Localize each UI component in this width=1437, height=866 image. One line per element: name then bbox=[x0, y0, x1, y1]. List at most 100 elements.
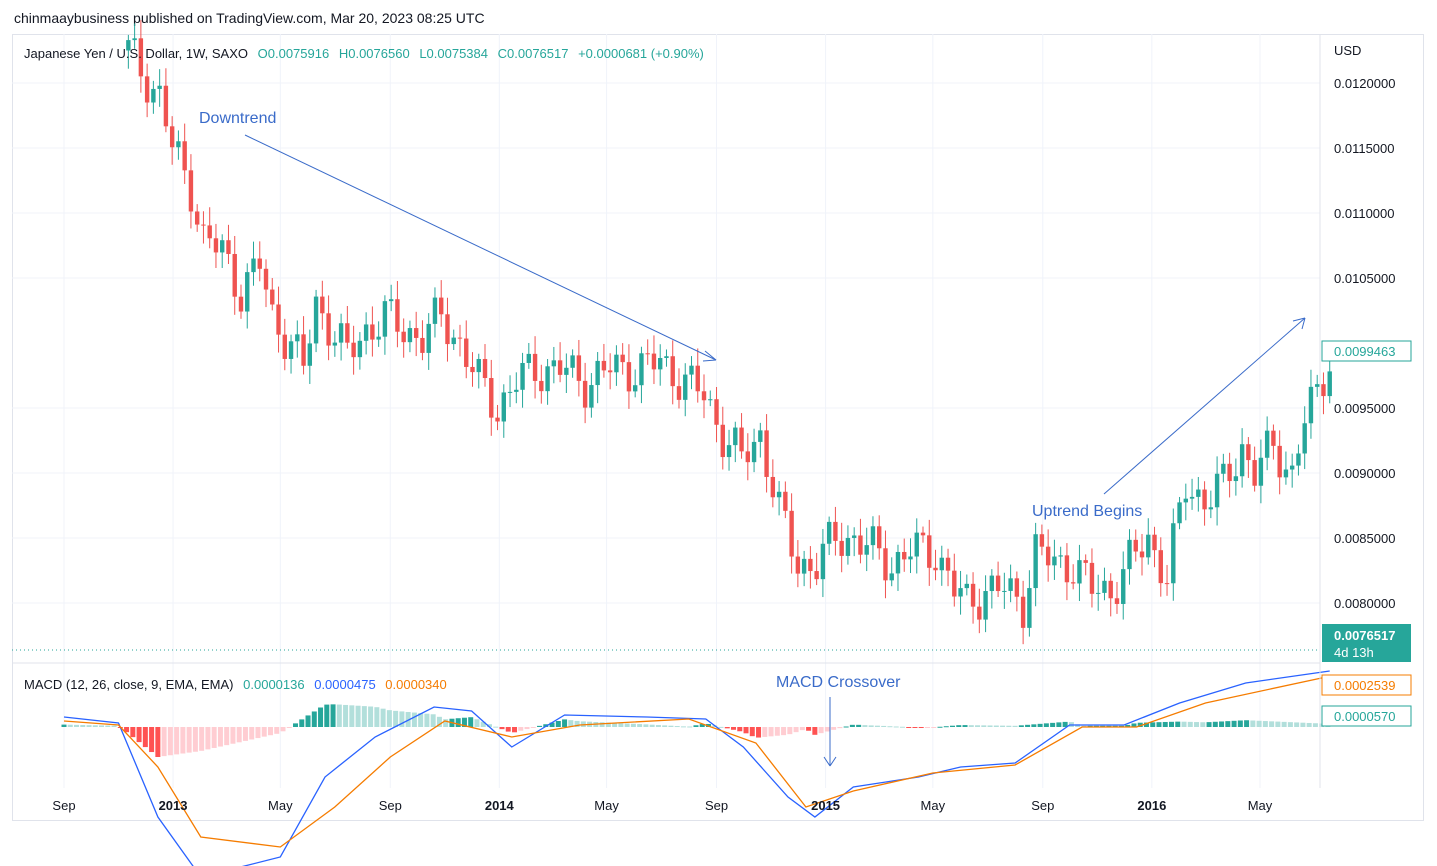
histogram-bar bbox=[1062, 721, 1068, 727]
histogram-bar bbox=[242, 727, 248, 741]
time-tick-label: 2014 bbox=[485, 798, 515, 813]
histogram-bar bbox=[518, 727, 524, 731]
candle bbox=[1064, 543, 1070, 601]
signal-line bbox=[63, 675, 1330, 848]
candle bbox=[370, 306, 375, 357]
candle bbox=[1214, 456, 1220, 526]
histogram-bar bbox=[336, 704, 342, 727]
histogram-bar bbox=[637, 724, 643, 727]
candle bbox=[989, 569, 995, 609]
candle bbox=[870, 516, 876, 560]
histogram-bar bbox=[430, 714, 436, 727]
candle bbox=[276, 286, 281, 353]
uptrend-annotation: Uptrend Begins bbox=[1032, 503, 1142, 520]
candle bbox=[357, 332, 363, 370]
candle bbox=[1083, 554, 1088, 576]
current-price-tag: 0.0076517 4d 13h bbox=[1322, 624, 1411, 662]
histogram-bar bbox=[1269, 721, 1275, 727]
histogram-bar bbox=[1018, 725, 1024, 727]
time-tick-label: 2013 bbox=[159, 798, 188, 813]
histogram-bar bbox=[1294, 722, 1300, 727]
macd-line bbox=[63, 670, 1330, 866]
histogram-bar bbox=[1181, 721, 1187, 727]
candle bbox=[157, 69, 162, 107]
candle bbox=[1146, 518, 1151, 565]
candle bbox=[144, 63, 150, 118]
histogram-bar bbox=[480, 721, 486, 727]
candle bbox=[1164, 564, 1170, 596]
candle bbox=[313, 289, 319, 353]
candle bbox=[995, 561, 1001, 597]
histogram-bar bbox=[142, 727, 148, 748]
candle bbox=[1202, 481, 1207, 526]
histogram-bar bbox=[92, 725, 98, 727]
histogram-bar bbox=[568, 720, 574, 727]
histogram-bar bbox=[787, 727, 793, 735]
macd-line-value: 0.0000475 bbox=[314, 677, 376, 692]
histogram-bar bbox=[1237, 720, 1243, 727]
candle bbox=[645, 339, 650, 365]
close-value: C0.0076517 bbox=[497, 46, 569, 61]
histogram-bar bbox=[1056, 722, 1062, 727]
candle bbox=[733, 421, 738, 463]
histogram-bar bbox=[599, 722, 605, 727]
candle bbox=[489, 359, 494, 436]
histogram-bar bbox=[762, 727, 768, 737]
candle bbox=[1271, 424, 1276, 460]
histogram-bar bbox=[305, 715, 311, 727]
downtrend-arrowhead bbox=[702, 350, 717, 362]
symbol-legend[interactable]: Japanese Yen / U.S. Dollar, 1W, SAXO O0.… bbox=[24, 46, 710, 61]
histogram-bar bbox=[943, 726, 949, 728]
histogram-bar bbox=[731, 727, 737, 730]
candle bbox=[1296, 444, 1301, 476]
histogram-bar bbox=[1262, 721, 1268, 727]
candle bbox=[220, 234, 225, 268]
histogram-bar bbox=[1219, 721, 1225, 727]
candle bbox=[439, 280, 444, 327]
histogram-bar bbox=[718, 726, 724, 728]
candle bbox=[163, 68, 169, 133]
histogram-bar bbox=[1250, 720, 1256, 727]
candle bbox=[464, 320, 469, 379]
candle bbox=[607, 353, 613, 390]
time-axis[interactable]: Sep 2013 May Sep 2014 May Sep 2015 May Sep 2016 May bbox=[52, 798, 1272, 813]
candle bbox=[382, 295, 388, 355]
macd-legend[interactable]: MACD (12, 26, close, 9, EMA, EMA) 0.0000… bbox=[24, 677, 453, 692]
histogram-bar bbox=[968, 725, 974, 727]
histogram-bar bbox=[537, 725, 543, 727]
histogram-bar bbox=[668, 725, 674, 727]
histogram-bar bbox=[186, 727, 192, 753]
histogram-bar bbox=[756, 727, 762, 738]
candle bbox=[1227, 452, 1232, 498]
candle bbox=[520, 352, 525, 408]
histogram-bar bbox=[267, 727, 273, 736]
histogram-bar bbox=[343, 704, 349, 727]
candle bbox=[695, 348, 700, 403]
candle bbox=[977, 588, 982, 634]
histogram-bar bbox=[699, 724, 705, 727]
histogram-bar bbox=[924, 727, 930, 728]
candle bbox=[1139, 533, 1145, 576]
macd-indicator-name[interactable]: MACD (12, 26, close, 9, EMA, EMA) bbox=[24, 677, 234, 692]
candle bbox=[595, 352, 600, 404]
histogram-bar bbox=[111, 725, 117, 727]
histogram-bar bbox=[799, 727, 805, 731]
candle bbox=[326, 295, 331, 361]
histogram-bar bbox=[1137, 722, 1143, 727]
candle bbox=[1045, 529, 1051, 582]
svg-text:0.0000570: 0.0000570 bbox=[1334, 709, 1395, 724]
candle bbox=[1121, 551, 1126, 620]
price-axis[interactable]: 0.0120000 0.0115000 0.0110000 0.0105000 0.00… bbox=[1334, 76, 1395, 611]
histogram-bar bbox=[931, 727, 937, 728]
candle bbox=[826, 516, 832, 556]
candle bbox=[851, 527, 857, 557]
histogram-bar bbox=[155, 727, 161, 757]
symbol-name[interactable]: Japanese Yen / U.S. Dollar, 1W, SAXO bbox=[24, 46, 249, 61]
candle bbox=[201, 211, 206, 244]
chart-frame[interactable] bbox=[12, 34, 1424, 821]
candle bbox=[1264, 416, 1270, 471]
histogram-bar bbox=[436, 716, 442, 727]
candle bbox=[576, 339, 582, 397]
histogram-bar bbox=[530, 727, 536, 728]
